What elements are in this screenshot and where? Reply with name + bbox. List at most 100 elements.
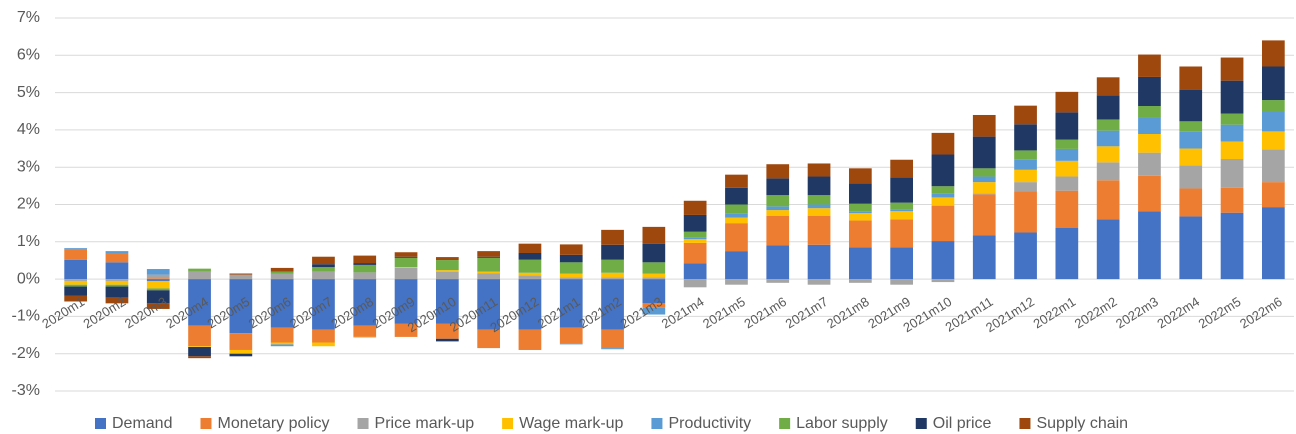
bar-segment: [1179, 165, 1203, 189]
bar-segment: [477, 271, 501, 274]
bar-segment: [353, 263, 377, 265]
bar-segment: [188, 279, 211, 326]
bar-segment: [518, 275, 542, 280]
bar-segment: [725, 174, 748, 188]
x-tick-label: 2020m2: [81, 294, 129, 332]
bar-segment: [890, 211, 914, 220]
legend-swatch: [200, 418, 212, 429]
bar-segment: [931, 132, 955, 155]
bar-segment: [146, 303, 170, 309]
bar-segment: [270, 273, 294, 280]
legend-swatch: [357, 418, 369, 429]
bar-segment: [188, 356, 211, 359]
bar-segment: [1096, 219, 1120, 280]
bar-segment: [601, 259, 624, 273]
bar-segment: [353, 336, 377, 338]
x-tick-label: 2022m3: [1113, 294, 1161, 332]
bar-segment: [270, 267, 294, 272]
legend-swatch: [502, 418, 514, 429]
bar-segment: [229, 274, 253, 280]
bar-segment: [1138, 117, 1161, 135]
x-tick-label: 2022m2: [1072, 294, 1120, 332]
bar-segment: [394, 323, 418, 337]
bar-segment: [683, 214, 707, 232]
bar-segment: [1096, 95, 1120, 120]
bar-segment: [1220, 187, 1244, 213]
bar-segment: [766, 164, 790, 179]
bar-segment: [972, 235, 996, 280]
bar-segment: [972, 194, 996, 236]
bar-segment: [1055, 139, 1079, 149]
bar-segment: [394, 257, 418, 268]
bar-segment: [1014, 150, 1037, 160]
bar-segment: [642, 243, 666, 263]
bar-segment: [931, 193, 955, 198]
bar-segment: [1014, 159, 1037, 170]
legend-label: Oil price: [933, 415, 992, 432]
bar-segment: [312, 342, 335, 347]
bar-segment: [518, 272, 542, 276]
bar-segment: [807, 215, 831, 245]
bar-segment: [1261, 111, 1285, 132]
bar-segment: [1055, 91, 1079, 113]
bar-segment: [725, 213, 748, 218]
bar-segment: [477, 251, 501, 257]
bar-segment: [1096, 130, 1120, 147]
bar-segment: [394, 267, 418, 280]
bar-segment: [270, 271, 294, 274]
bar-segment: [188, 268, 211, 272]
bar-segment: [1096, 146, 1120, 163]
bar-segment: [642, 303, 666, 308]
bar-segment: [683, 200, 707, 215]
bar-segment: [848, 203, 872, 212]
bar-segment: [601, 272, 624, 278]
bar-segment: [435, 270, 459, 272]
bar-segment: [890, 159, 914, 178]
bar-segment: [559, 327, 583, 344]
bar-segment: [725, 251, 748, 280]
bar-segment: [766, 279, 790, 283]
x-tick-label: 2021m4: [659, 294, 707, 332]
bar-segment: [270, 327, 294, 343]
bar-segment: [146, 269, 170, 275]
bar-segment: [64, 279, 88, 281]
bar-segment: [848, 279, 872, 283]
bar-segment: [188, 346, 211, 347]
bar-segment: [559, 244, 583, 255]
bar-segment: [64, 284, 88, 287]
bar-segment: [601, 277, 624, 280]
bar-segment: [1138, 76, 1161, 107]
legend-label: Price mark-up: [375, 415, 475, 432]
bar-segment: [848, 213, 872, 221]
bar-segment: [1261, 66, 1285, 101]
bar-segment: [353, 325, 377, 337]
bar-segment: [601, 329, 624, 349]
bar-segment: [683, 279, 707, 288]
bar-segment: [394, 256, 418, 258]
bar-segment: [1220, 158, 1244, 188]
bar-segment: [601, 229, 624, 245]
bar-segment: [146, 290, 170, 304]
bar-segment: [1014, 182, 1037, 192]
legend-label: Wage mark-up: [519, 415, 623, 432]
bar-segment: [312, 256, 335, 265]
bar-segment: [435, 279, 459, 324]
bar-segment: [1179, 148, 1203, 166]
bar-segment: [229, 333, 253, 350]
bar-segment: [518, 252, 542, 260]
bar-segment: [1138, 211, 1161, 280]
bar-segment: [766, 195, 790, 207]
bar-segment: [1179, 66, 1203, 90]
legend-label: Monetary policy: [217, 415, 329, 432]
y-tick-label: 4%: [17, 121, 40, 138]
x-tick-label: 2022m1: [1030, 294, 1078, 332]
bar-segment: [766, 215, 790, 246]
bar-segment: [890, 202, 914, 210]
bar-segment: [931, 154, 955, 187]
bar-segment: [146, 279, 170, 281]
bar-segment: [1096, 180, 1120, 220]
bar-segment: [766, 178, 790, 196]
bar-segment: [105, 297, 129, 304]
bar-segment: [642, 273, 666, 278]
bar-segment: [1014, 191, 1037, 233]
